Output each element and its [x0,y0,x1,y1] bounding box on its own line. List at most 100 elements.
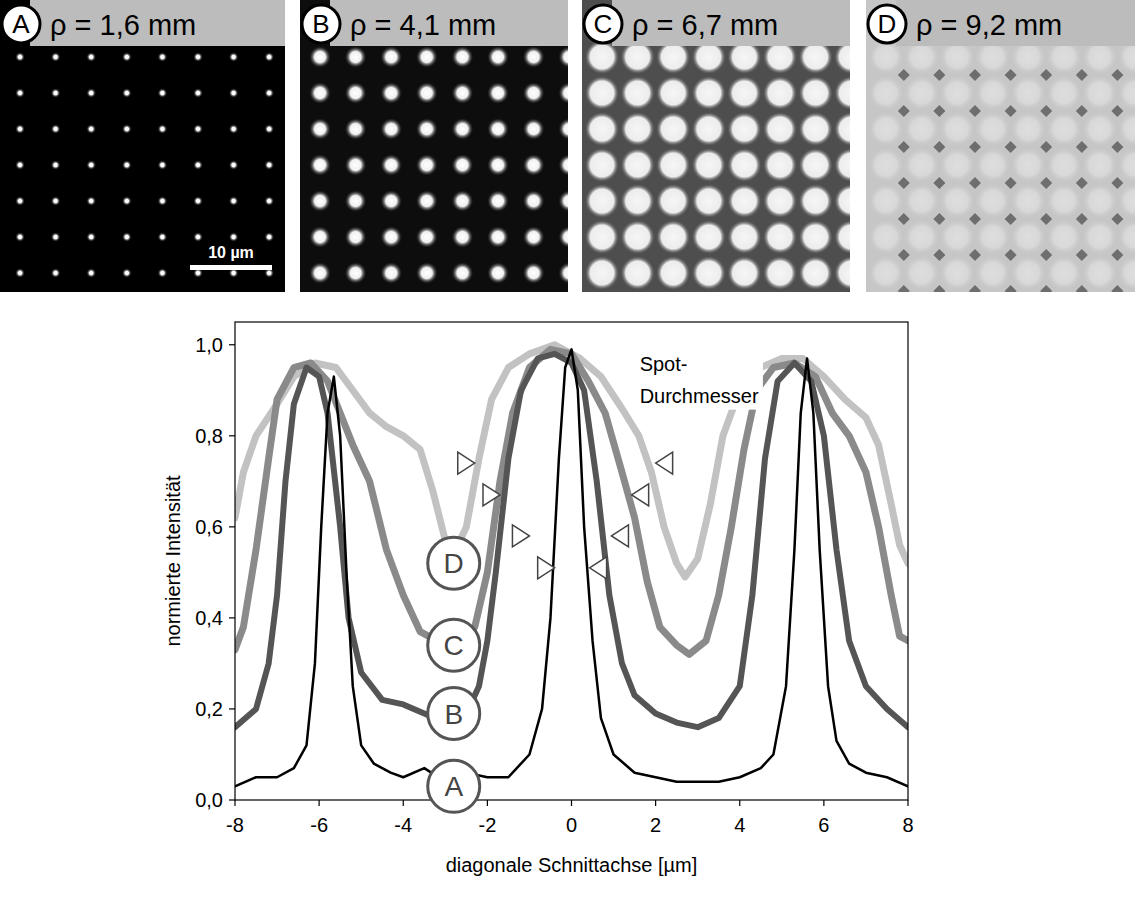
y-tick [229,799,235,800]
x-tick [487,800,488,806]
spot [585,220,619,254]
annotation-text: Durchmesser [640,385,759,407]
spot [585,184,619,218]
x-tick-label: -6 [310,814,328,836]
spot-gap [898,105,910,117]
spot [834,76,850,110]
spot-gap [933,177,945,189]
spot [868,219,904,255]
spot-gap [933,69,945,81]
image-background [300,0,568,292]
spot [692,220,726,254]
y-tick [229,344,235,345]
spot [229,124,239,134]
spot [416,118,438,140]
spot-diameter-marker [656,452,673,474]
spot [904,255,940,291]
spot [558,46,568,68]
spot [1046,219,1082,255]
spot [345,154,367,176]
spot [1046,291,1082,292]
spot [380,82,402,104]
panel-header [30,0,285,46]
figure: Aρ = 1,6 mm10 µmBρ = 4,1 mmCρ = 6,7 mmDρ… [0,0,1135,909]
spot [656,220,690,254]
spot [1117,111,1135,147]
spot [523,82,545,104]
spot-gap [1040,249,1052,261]
image-panel [866,0,1135,292]
series-label-circle [428,760,480,812]
spot-diameter-marker [611,525,628,547]
spot [1010,147,1046,183]
y-tick-label: 0,2 [195,698,223,720]
spot [122,160,132,170]
spot [451,82,473,104]
spot-gap [898,285,910,292]
spot [15,52,25,62]
spot-gap [933,285,945,292]
spot-gap [898,249,910,261]
series-label-circle [428,537,480,589]
spot-gap [1111,213,1123,225]
spot [585,256,619,290]
spot [380,190,402,212]
spot [834,220,850,254]
spot [1117,291,1135,292]
spot [229,232,239,242]
spot [558,82,568,104]
spot-gap [1111,177,1123,189]
spot [86,160,96,170]
spot [157,160,167,170]
spot-gap [1005,141,1017,153]
spot [193,124,203,134]
spot [621,76,655,110]
spot [939,111,975,147]
x-tick-label: 2 [650,814,661,836]
spot-gap [1111,285,1123,292]
spot-diameter-marker [483,484,500,506]
spot-gap [969,249,981,261]
spot-gap [1005,105,1017,117]
spot [799,256,833,290]
panel-title: ρ = 1,6 mm [50,9,196,41]
spot [939,75,975,111]
spot-gap [898,69,910,81]
y-tick [229,708,235,709]
spot [834,184,850,218]
spot-gap [969,105,981,117]
spot [264,160,274,170]
spot [1082,111,1118,147]
spot-gap [1076,141,1088,153]
spot [1117,75,1135,111]
spot [585,148,619,182]
annotation: Spot-Durchmesser [636,350,763,410]
spot [157,268,167,278]
spot [1046,147,1082,183]
spot-gap [933,141,945,153]
spot [585,76,619,110]
series-label-circle [428,688,480,740]
spot [656,112,690,146]
spot [727,220,761,254]
spot [345,226,367,248]
y-tick [229,435,235,436]
spot [15,232,25,242]
spot [1010,111,1046,147]
spot [451,46,473,68]
spot [264,124,274,134]
panel-letter: A [12,9,30,39]
spot-gap [898,141,910,153]
spot [523,118,545,140]
spot-gap [1111,141,1123,153]
panel-letter-circle [2,5,40,43]
spot-gap [1111,69,1123,81]
spot [380,226,402,248]
spot [122,268,132,278]
spot [487,46,509,68]
spot [1082,219,1118,255]
spot [1117,183,1135,219]
x-tick [571,800,572,806]
spot [416,46,438,68]
image-background [0,0,285,292]
